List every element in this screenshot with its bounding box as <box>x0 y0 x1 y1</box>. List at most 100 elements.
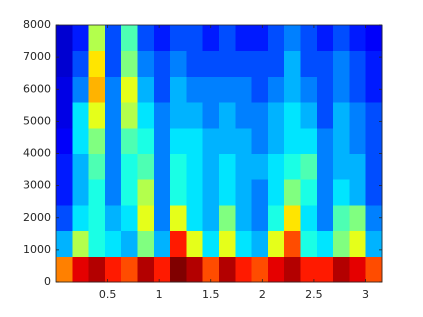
cell <box>267 50 285 77</box>
cell <box>251 230 269 257</box>
cell <box>104 230 122 257</box>
y-tick-label: 4000 <box>23 147 51 160</box>
cell <box>284 179 301 206</box>
cell <box>170 127 187 154</box>
cell <box>202 256 220 283</box>
cell <box>235 230 253 257</box>
cell <box>365 153 383 180</box>
cell <box>316 153 334 180</box>
cell <box>251 153 269 180</box>
cell <box>300 76 318 103</box>
cell <box>219 25 236 52</box>
cell <box>88 256 106 283</box>
cell <box>333 204 350 232</box>
cell <box>137 25 155 52</box>
cell <box>72 127 90 154</box>
cell <box>300 230 318 257</box>
cell <box>267 76 285 103</box>
y-tick-label: 3000 <box>23 179 51 192</box>
cell <box>235 153 253 180</box>
cell <box>153 102 171 129</box>
cell <box>316 102 334 129</box>
cell <box>170 50 187 77</box>
cell <box>316 25 334 52</box>
cell <box>170 153 187 180</box>
cell <box>56 204 73 232</box>
cell <box>137 179 155 206</box>
cell <box>104 204 122 232</box>
y-tick-label: 1000 <box>23 243 51 256</box>
cell <box>72 153 90 180</box>
cell <box>186 102 204 129</box>
cell <box>153 179 171 206</box>
cell <box>72 256 90 283</box>
cell <box>72 50 90 77</box>
cell <box>137 102 155 129</box>
y-tick-label: 5000 <box>23 114 51 127</box>
cell <box>186 204 204 232</box>
cell <box>333 50 350 77</box>
cell <box>316 127 334 154</box>
cell <box>170 204 187 232</box>
cell <box>365 179 383 206</box>
cell <box>316 204 334 232</box>
cell <box>104 153 122 180</box>
cell <box>267 153 285 180</box>
cell <box>121 179 138 206</box>
cell <box>300 127 318 154</box>
cell <box>202 102 220 129</box>
cell <box>365 127 383 154</box>
cell <box>284 127 301 154</box>
cell <box>219 230 236 257</box>
cell <box>121 153 138 180</box>
cell <box>219 204 236 232</box>
y-tick-label: 8000 <box>23 18 51 31</box>
cell <box>56 179 73 206</box>
cell <box>284 256 301 283</box>
cell <box>284 204 301 232</box>
cell <box>267 230 285 257</box>
cell <box>121 25 138 52</box>
cell <box>104 256 122 283</box>
cell <box>333 127 350 154</box>
cell <box>316 50 334 77</box>
cell <box>349 230 367 257</box>
cell <box>316 256 334 283</box>
cell <box>202 127 220 154</box>
cell <box>72 76 90 103</box>
cell <box>72 102 90 129</box>
cell <box>186 50 204 77</box>
cell <box>170 179 187 206</box>
cell <box>365 76 383 103</box>
cell <box>365 25 383 52</box>
cell <box>300 50 318 77</box>
cell <box>349 102 367 129</box>
cell <box>153 50 171 77</box>
cell <box>153 204 171 232</box>
cell <box>137 230 155 257</box>
cell <box>300 256 318 283</box>
cell <box>349 256 367 283</box>
cell <box>251 50 269 77</box>
cell <box>56 50 73 77</box>
cell <box>284 153 301 180</box>
cell <box>153 76 171 103</box>
cell <box>56 127 73 154</box>
cell <box>170 102 187 129</box>
cell <box>56 256 73 283</box>
cell <box>333 25 350 52</box>
cell <box>56 153 73 180</box>
x-tick-label: 2 <box>259 288 266 301</box>
cell <box>316 230 334 257</box>
cell <box>121 204 138 232</box>
x-tick-label: 2.5 <box>305 288 323 301</box>
cell <box>235 256 253 283</box>
cell <box>300 102 318 129</box>
cell <box>153 127 171 154</box>
cell <box>137 256 155 283</box>
cell <box>251 102 269 129</box>
cell <box>300 25 318 52</box>
cell <box>137 204 155 232</box>
cell <box>251 256 269 283</box>
